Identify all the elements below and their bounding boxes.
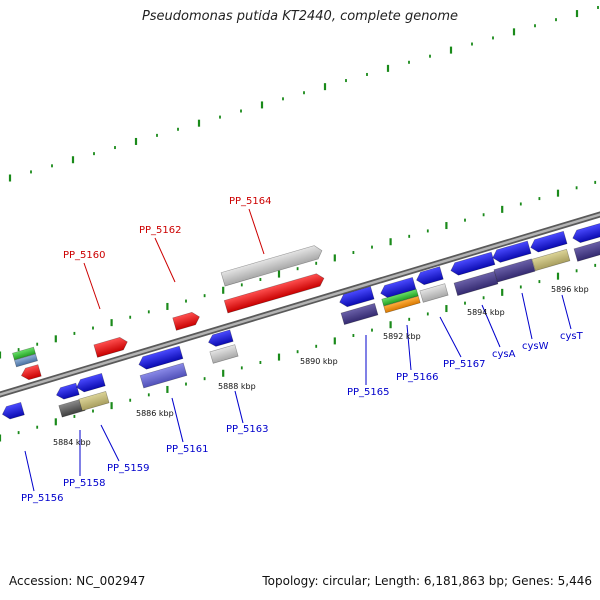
gene-label[interactable]: PP_5163 xyxy=(226,424,269,435)
feature-block[interactable] xyxy=(340,302,379,326)
label-leader-line xyxy=(521,292,533,340)
accession-text: Accession: NC_002947 xyxy=(9,574,146,588)
label-leader-line xyxy=(83,262,101,310)
label-leader-line xyxy=(481,304,501,348)
tick-marks xyxy=(0,5,599,442)
feature-block[interactable] xyxy=(453,271,499,296)
gene-label[interactable]: PP_5160 xyxy=(63,250,106,261)
gene-label[interactable]: PP_5167 xyxy=(443,359,486,370)
reverse-gene-arrow[interactable] xyxy=(1,401,25,420)
forward-gene-arrow[interactable] xyxy=(223,272,326,314)
feature-block[interactable] xyxy=(78,390,110,412)
reverse-gene-arrow[interactable] xyxy=(338,286,375,309)
label-leader-line xyxy=(248,208,265,255)
forward-gene-arrow[interactable] xyxy=(220,244,324,287)
gene-label[interactable]: cysA xyxy=(492,349,516,360)
feature-block[interactable] xyxy=(14,353,38,368)
label-leader-line xyxy=(406,324,412,371)
label-leader-line xyxy=(561,294,572,330)
gene-features[interactable] xyxy=(1,220,600,421)
gene-label[interactable]: PP_5156 xyxy=(21,493,64,504)
reverse-gene-arrow[interactable] xyxy=(491,240,532,264)
feature-block[interactable] xyxy=(419,283,449,303)
map-title: Pseudomonas putida KT2440, complete geno… xyxy=(141,9,459,24)
gene-label[interactable]: PP_5164 xyxy=(229,196,272,207)
gene-label[interactable]: PP_5158 xyxy=(63,478,106,489)
gene-labels[interactable]: PP_5156 PP_5158 PP_5159 PP_5160 PP_5161 … xyxy=(21,196,584,504)
position-label: 5896 kbp xyxy=(551,285,589,294)
gene-label[interactable]: PP_5162 xyxy=(139,225,182,236)
gene-label[interactable]: PP_5165 xyxy=(347,387,390,398)
position-label: 5888 kbp xyxy=(218,382,256,391)
reverse-gene-arrow[interactable] xyxy=(415,266,444,287)
gene-label[interactable]: PP_5161 xyxy=(166,444,209,455)
feature-block[interactable] xyxy=(58,398,86,418)
position-label: 5892 kbp xyxy=(383,332,421,341)
backbone-highlight xyxy=(0,213,600,396)
position-label: 5886 kbp xyxy=(136,409,174,418)
label-leader-line xyxy=(234,390,244,424)
label-leader-line xyxy=(439,316,462,358)
forward-gene-arrow[interactable] xyxy=(172,311,202,331)
label-leader-line xyxy=(100,424,120,462)
feature-block[interactable] xyxy=(139,362,188,389)
label-leader-lines xyxy=(24,208,572,492)
reverse-gene-arrow[interactable] xyxy=(449,251,496,277)
reverse-gene-arrow[interactable] xyxy=(75,372,106,393)
position-label: 5890 kbp xyxy=(300,357,338,366)
forward-gene-arrow[interactable] xyxy=(20,364,42,382)
forward-gene-arrow[interactable] xyxy=(93,336,129,358)
gene-label[interactable]: PP_5166 xyxy=(396,372,439,383)
feature-block[interactable] xyxy=(383,295,421,314)
feature-block[interactable] xyxy=(493,258,536,283)
feature-block[interactable] xyxy=(531,248,571,272)
gene-label[interactable]: cysT xyxy=(560,331,584,342)
feature-block[interactable] xyxy=(12,346,36,361)
reverse-gene-arrow[interactable] xyxy=(207,329,234,348)
reverse-gene-arrow[interactable] xyxy=(137,345,184,371)
position-label: 5894 kbp xyxy=(467,308,505,317)
genome-backbone xyxy=(0,211,600,398)
label-leader-line xyxy=(171,397,184,443)
feature-block[interactable] xyxy=(381,288,419,307)
topology-summary-text: Topology: circular; Length: 6,181,863 bp… xyxy=(262,574,592,588)
reverse-gene-arrow[interactable] xyxy=(529,230,568,254)
position-labels: 5884 kbp 5886 kbp 5888 kbp 5890 kbp 5892… xyxy=(53,285,589,447)
reverse-gene-arrow[interactable] xyxy=(55,382,80,401)
gene-label[interactable]: cysW xyxy=(522,341,549,352)
reverse-gene-arrow[interactable] xyxy=(571,220,600,245)
position-label: 5884 kbp xyxy=(53,438,91,447)
label-leader-line xyxy=(24,450,35,492)
label-leader-line xyxy=(154,237,176,283)
feature-block[interactable] xyxy=(209,344,239,364)
gene-label[interactable]: PP_5159 xyxy=(107,463,150,474)
